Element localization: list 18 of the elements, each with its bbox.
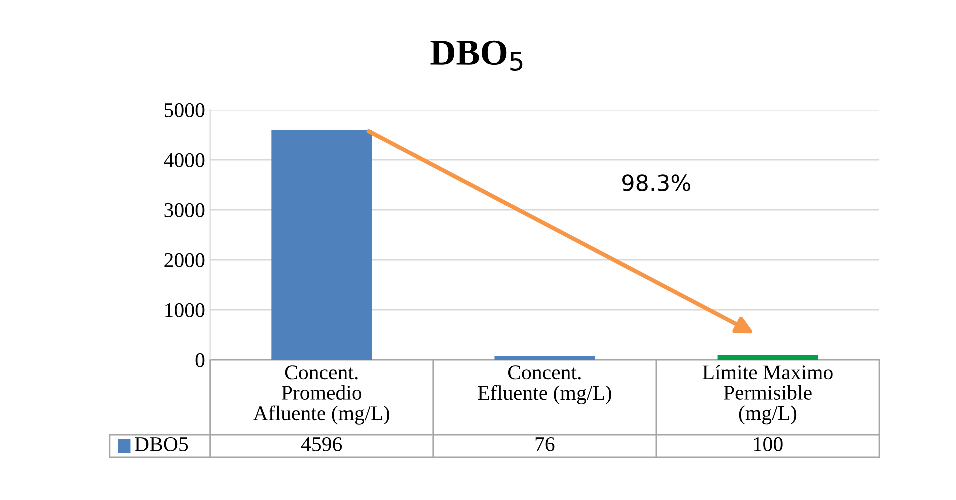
y-tick-label: 1000 [166, 303, 205, 318]
bar [718, 355, 818, 360]
legend-label: DBO5 [135, 437, 188, 452]
chart-title: DBO$_{5}$ [430, 40, 523, 72]
y-tick-label: 0 [196, 353, 205, 368]
y-tick-label: 5000 [165, 103, 205, 118]
y-tick-label: 2000 [164, 253, 205, 268]
y-tick-label: 3000 [164, 203, 205, 218]
y-tick-label: 4000 [164, 153, 205, 168]
x-tick-label: Concent. Efluente (mg/L) [478, 366, 612, 405]
x-tick-label: Límite Maximo Permisible (mg/L) [702, 364, 833, 425]
bar [494, 356, 596, 360]
bar [272, 130, 372, 360]
data-label: 76 [536, 437, 555, 452]
data-label: 100 [754, 437, 783, 452]
annotation: 98.3% [622, 174, 691, 192]
x-tick-label: Concent. Promedio Afluente (mg/L) [254, 366, 390, 425]
data-label: 4596 [301, 437, 342, 452]
